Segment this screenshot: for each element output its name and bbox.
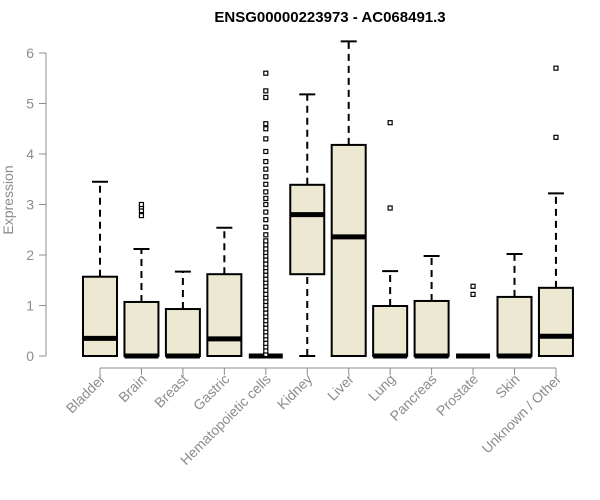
outlier-point [263,246,269,252]
box-group [537,65,574,358]
outlier-point [263,291,269,297]
outlier-point [263,126,269,132]
x-tick-label: Breast [151,371,191,411]
outlier-point [263,201,269,208]
y-tick-label: 6 [26,45,34,61]
x-tick-label: Brain [115,371,149,405]
outlier-point [263,242,269,248]
outlier-point [263,121,269,127]
x-tick-label: Skin [492,371,523,402]
outlier-point [263,174,269,180]
outlier-point [263,302,269,309]
y-axis: 0 1 2 3 4 5 6 [26,45,47,364]
outlier-point [263,287,269,293]
box-rect [413,299,450,357]
outlier-point [263,209,269,215]
outlier-point [263,217,269,223]
chart-title: ENSG00000223973 - AC068491.3 [214,9,445,26]
box-group [456,283,491,359]
outlier-point [263,318,269,324]
x-tick-label: Liver [324,371,357,404]
box-rect [372,305,409,358]
outlier-point [263,166,269,172]
outlier-point [470,291,476,297]
y-tick-label: 3 [26,197,34,213]
outlier-point [263,310,269,316]
x-tick-label: Unknown / Other [478,371,564,457]
box-group [164,270,201,359]
outlier-point [263,224,269,230]
box-rect [123,300,160,357]
box-group [496,252,533,359]
outlier-point [263,257,269,263]
y-tick-label: 0 [26,348,34,364]
y-tick-label: 1 [26,298,34,314]
outlier-point [263,238,269,244]
y-tick-label: 4 [26,146,34,162]
outlier-point [263,333,269,339]
box-group [372,120,409,359]
box-group [248,70,283,359]
box-rect [330,143,367,357]
outlier-point [470,283,476,289]
outlier-point [263,261,269,267]
outlier-point [553,134,559,140]
box-rect [537,286,574,358]
outlier-point [263,94,269,101]
box-rect [289,183,326,276]
box-group [289,93,326,357]
box-group [123,201,160,359]
outlier-point [263,181,269,187]
outlier-point [263,348,269,354]
outlier-point [263,232,269,238]
box-rect [496,295,533,358]
outlier-point [138,213,145,219]
box-group [82,180,118,357]
outlier-point [553,65,559,71]
box-rect [164,308,201,358]
x-tick-label: Bladder [63,371,109,417]
outlier-point [263,272,269,278]
x-tick-label: Lung [365,371,398,404]
boxes-layer [82,40,574,359]
outlier-point [263,136,269,142]
box-group [206,226,243,357]
outlier-point [387,205,393,211]
x-tick-label: Kidney [274,371,316,413]
outlier-point [263,195,269,202]
outlier-point [263,340,269,346]
x-tick-label: Prostate [433,371,481,419]
y-axis-label: Expression [0,165,16,234]
outlier-point [263,88,269,94]
outlier-point [263,148,269,155]
box-group [330,40,367,357]
outlier-point [263,276,269,282]
outlier-point [263,189,269,195]
outlier-point [263,158,269,165]
box-group [413,255,450,359]
y-tick-label: 2 [26,247,34,263]
y-tick-label: 5 [26,96,34,112]
outlier-point [138,201,145,208]
box-rect [206,273,243,357]
box-rect [82,275,118,357]
outlier-point [263,325,269,331]
outlier-point [387,120,393,126]
outlier-point [263,70,269,76]
